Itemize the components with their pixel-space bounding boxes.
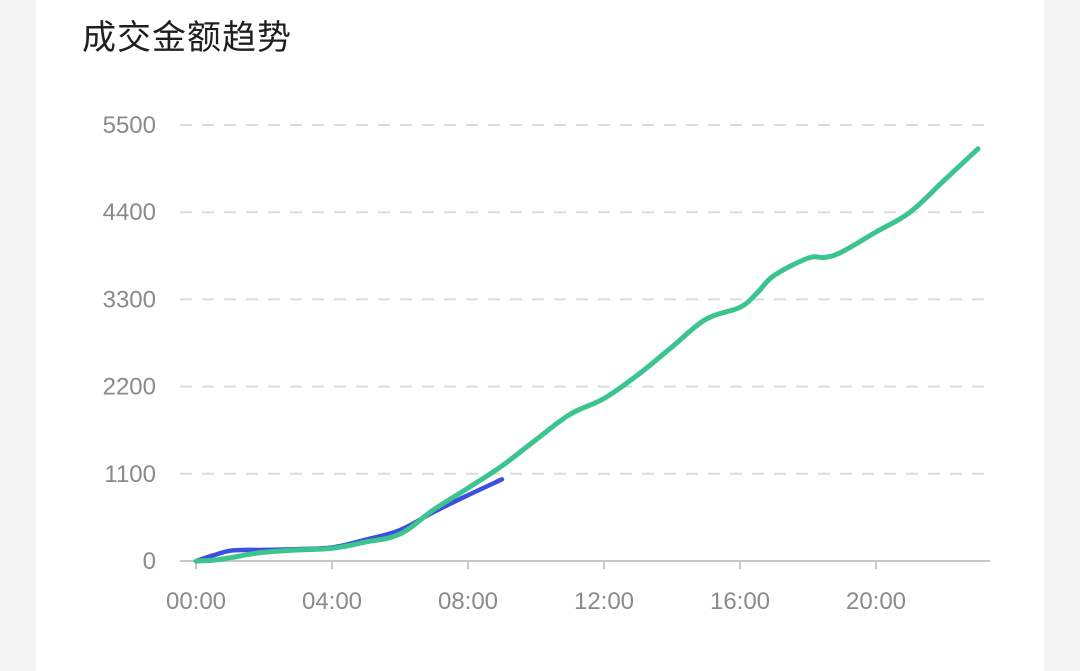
x-tick-label: 00:00 (166, 588, 226, 615)
y-tick-label: 2200 (103, 374, 156, 401)
y-tick-label: 0 (143, 548, 156, 575)
y-tick-label: 1100 (104, 461, 156, 488)
series-lines (193, 146, 981, 564)
x-tick-label: 12:00 (574, 588, 634, 615)
y-tick-label: 5500 (103, 112, 156, 139)
x-axis-ticks: 00:00 04:00 08:00 12:00 16:00 20:00 (166, 561, 906, 615)
series-line-1 (193, 146, 981, 564)
x-tick-label: 16:00 (710, 588, 770, 615)
x-tick-label: 04:00 (302, 588, 362, 615)
x-tick-label: 08:00 (438, 588, 498, 615)
y-axis-ticks: 0 1100 2200 3300 4400 5500 (103, 112, 156, 575)
grid-lines (180, 124, 990, 562)
series-line-0 (193, 477, 505, 564)
y-tick-label: 4400 (103, 199, 156, 226)
y-tick-label: 3300 (103, 286, 156, 313)
chart-title: 成交金额趋势 (82, 18, 292, 58)
x-tick-label: 20:00 (846, 588, 906, 615)
